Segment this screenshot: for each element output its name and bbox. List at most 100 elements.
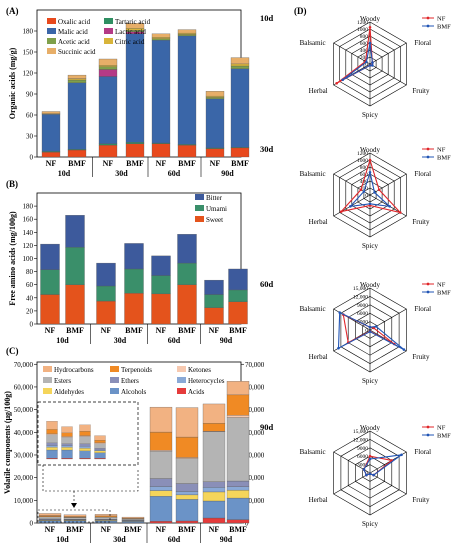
legend-swatch-malic-acid — [47, 28, 56, 34]
x-tick-label: NF — [156, 326, 167, 335]
y-tick-label: 20 — [26, 307, 34, 315]
legend-swatch-heterocycles — [177, 377, 186, 383]
legend-label-tartaric-acid: Tartaric acid — [115, 18, 151, 26]
y-tick-label: 60,000 — [14, 383, 34, 391]
bar-segment-hydrocarbons — [149, 406, 173, 433]
radar-axis-label-balsamic: Balsamic — [300, 448, 326, 456]
bar-segment-hydrocarbons — [226, 381, 250, 396]
legend-swatch-umami — [195, 205, 204, 211]
radar-axis-label-floral: Floral — [414, 170, 431, 178]
y-axis-label: Organic acids (mg/g) — [8, 47, 17, 119]
bar-segment-malic-acid — [151, 39, 171, 144]
panel-label-d: (D) — [294, 6, 307, 16]
bar-segment-umami — [151, 275, 171, 295]
bar-segment-tartaric-acid — [125, 142, 145, 144]
x-group-label: 30d — [115, 169, 128, 178]
radar-point-bmf — [368, 202, 372, 206]
radar-tick-label: 0 — [365, 193, 368, 199]
radar-axis-label-spicy: Spicy — [362, 242, 378, 250]
radar-tick-label: 200 — [360, 186, 369, 192]
radar-point-bmf — [368, 472, 372, 476]
radar-axis-label-balsamic: Balsamic — [300, 39, 326, 47]
radar-point-bmf — [368, 41, 372, 45]
radar-axis-label-woody: Woody — [360, 15, 381, 23]
inset-bar-segment-esters — [61, 437, 73, 444]
bar-segment-sweet — [151, 293, 171, 325]
y-tick-label: 30 — [26, 133, 34, 141]
inset-bar-segment-hydrocarbons — [79, 424, 91, 432]
bar-segment-acetic-acid — [98, 66, 118, 70]
panel-label-c: (C) — [6, 346, 19, 356]
radar-tick-label: 1200 — [357, 20, 368, 26]
inset-bar-segment-heterocycles — [79, 446, 91, 449]
legend-label-bitter: Bitter — [206, 194, 223, 202]
legend-swatch-lactic-acid — [104, 28, 113, 34]
radar-tick-label: 9000 — [357, 446, 368, 452]
bar-segment-alcohols — [202, 500, 226, 519]
panel-label-a: (A) — [6, 6, 19, 16]
radar-point-bmf — [371, 61, 374, 64]
bar-segment-umami — [204, 294, 224, 308]
bar-segment-esters — [202, 431, 226, 482]
radar-tick-label: 0 — [365, 62, 368, 68]
y-tick-label: 0 — [30, 520, 34, 528]
radar-spoke — [369, 42, 407, 65]
legend-label-nf: NF — [437, 16, 446, 23]
radar-point-bmf — [368, 64, 372, 67]
radar-tick-label: 6000 — [357, 311, 368, 317]
legend-label-bmf: BMF — [437, 290, 451, 297]
y-tick-label: 80 — [26, 268, 34, 276]
x-group-label: 30d — [114, 336, 127, 345]
panel-label-b: (B) — [6, 179, 18, 189]
bar-segment-umami — [124, 268, 144, 294]
bar-segment-malic-acid — [98, 76, 118, 144]
bar-segment-alcohols — [149, 496, 173, 522]
bar-segment-tartaric-acid — [98, 143, 118, 146]
legend-marker-bmf — [426, 290, 430, 294]
inset-bar-segment-ethers — [61, 443, 73, 446]
y-tick-label: 60 — [26, 112, 34, 120]
legend-label-bmf: BMF — [437, 24, 451, 31]
bar-segment-ketones — [175, 457, 199, 459]
inset-bar-segment-ketones — [46, 433, 58, 435]
x-group-label: 30d — [113, 535, 126, 544]
y-tick-label: 180 — [23, 203, 34, 211]
radar-tick-label: 400 — [360, 179, 369, 185]
legend-swatch-terpenoids — [110, 366, 119, 372]
x-group-label: 90d — [220, 336, 233, 345]
x-tick-label: BMF — [66, 525, 84, 534]
inset-bar-segment-alcohols — [79, 450, 91, 459]
radar-tick-label: 15,000 — [353, 429, 368, 435]
bar-segment-terpenoids — [94, 515, 118, 518]
y-tick-label-right: 70,000 — [245, 361, 265, 369]
y-tick-label-right: 10,000 — [245, 497, 265, 505]
legend-label-ethers: Ethers — [121, 377, 139, 385]
radar-tick-label: 400 — [360, 48, 369, 54]
inset-bar-segment-ethers — [46, 442, 58, 446]
x-group-label: 10d — [56, 336, 69, 345]
legend-label-sweet: Sweet — [206, 216, 223, 224]
legend-label-ketones: Ketones — [188, 366, 211, 374]
bar-segment-umami — [96, 285, 116, 302]
legend-label-citric-acid: Citric acid — [115, 38, 145, 46]
bar-segment-malic-acid — [67, 82, 87, 150]
bar-segment-bitter — [40, 243, 60, 270]
radar-point-nf — [339, 210, 343, 213]
bar-segment-oxalic-acid — [205, 148, 225, 158]
bar-segment-oxalic-acid — [177, 144, 197, 158]
bar-segment-succinic-acid — [41, 111, 61, 114]
inset-bar-segment-acids — [46, 458, 58, 460]
legend-label-bmf: BMF — [437, 433, 451, 440]
radar-point-nf — [368, 158, 372, 162]
bar-segment-acetic-acid — [67, 79, 87, 83]
legend-marker-nf — [426, 16, 430, 20]
radar-spoke — [369, 173, 407, 196]
x-tick-label: BMF — [178, 326, 196, 335]
legend-label-lactic-acid: Lactic acid — [115, 28, 146, 36]
legend-marker-nf — [426, 425, 430, 429]
bar-segment-acids — [202, 517, 226, 524]
radar-tick-label: 800 — [360, 165, 369, 171]
